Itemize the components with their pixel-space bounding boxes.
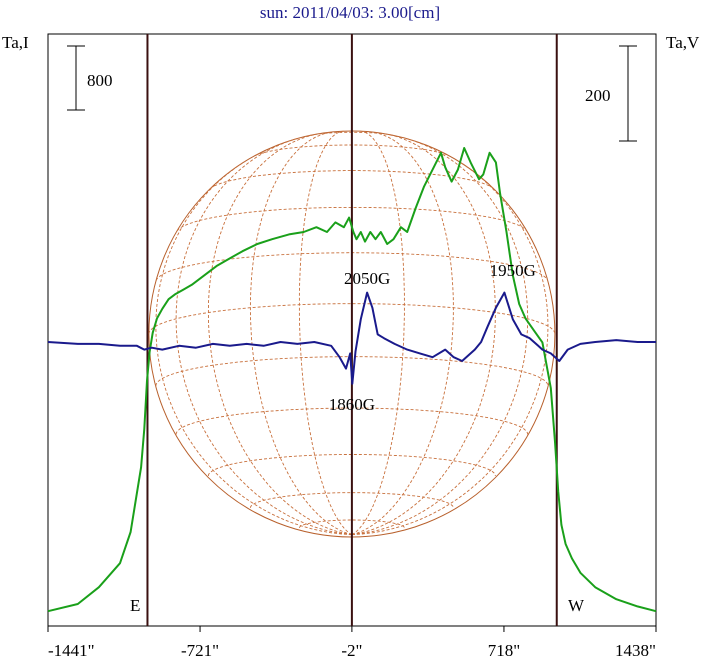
right-scale-bar: 200 bbox=[585, 45, 637, 142]
east-limb-label: E bbox=[130, 596, 140, 615]
right-scale-bar-label: 200 bbox=[585, 86, 611, 105]
longitude-line bbox=[175, 137, 352, 536]
left-axis-label: Ta,I bbox=[2, 33, 29, 52]
chart-title: sun: 2011/04/03: 3.00[cm] bbox=[260, 3, 440, 22]
x-tick-label: -2" bbox=[341, 641, 362, 660]
longitude-line bbox=[351, 134, 496, 536]
longitude-line bbox=[207, 134, 352, 536]
left-scale-bar: 800 bbox=[67, 45, 113, 111]
annotation-label: 1860G bbox=[329, 395, 375, 414]
longitude-line bbox=[351, 161, 549, 536]
latitude-line bbox=[148, 303, 556, 335]
longitude-line bbox=[155, 161, 352, 536]
x-tick-label: -721" bbox=[181, 641, 219, 660]
longitude-line bbox=[298, 130, 353, 536]
latitude-line bbox=[209, 170, 494, 190]
west-limb-label: W bbox=[568, 596, 585, 615]
longitude-line bbox=[249, 131, 353, 536]
annotation-label: 1950G bbox=[490, 261, 536, 280]
longitude-line bbox=[351, 137, 529, 536]
x-tick-label: -1441" bbox=[48, 641, 95, 660]
left-scale-bar-label: 800 bbox=[87, 71, 113, 90]
longitude-line bbox=[351, 131, 454, 536]
series-line-v bbox=[47, 291, 656, 385]
annotation-label: 2050G bbox=[344, 269, 390, 288]
x-tick-label: 718" bbox=[488, 641, 520, 660]
x-tick-label: 1438" bbox=[615, 641, 656, 660]
series-line-i bbox=[47, 147, 657, 613]
right-axis-label: Ta,V bbox=[666, 33, 700, 52]
latitude-line bbox=[176, 206, 528, 232]
longitude-line bbox=[351, 130, 405, 536]
